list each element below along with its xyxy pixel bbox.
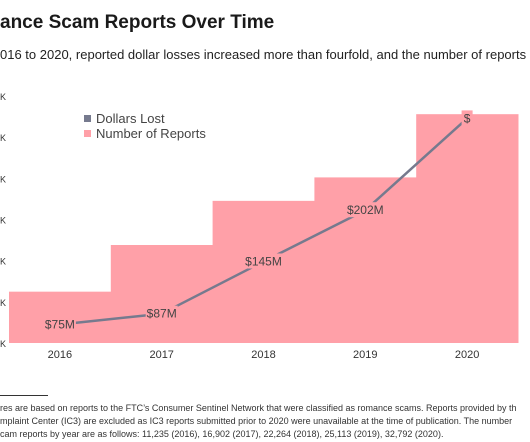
data-label-2019: $202M <box>347 203 384 217</box>
y-tick-label: K <box>0 133 6 143</box>
y-tick-label: K <box>0 298 6 308</box>
x-tick-label-2018: 2018 <box>251 349 275 361</box>
reports-step-2017 <box>110 245 214 343</box>
chart-subtitle: 016 to 2020, reported dollar losses incr… <box>0 47 530 62</box>
y-tick-label: K <box>0 92 6 102</box>
data-label-bg-2016 <box>43 316 76 332</box>
footnote-divider <box>0 395 48 396</box>
legend-label-1: Number of Reports <box>96 126 206 141</box>
y-tick-label: K <box>0 257 6 267</box>
x-tick-label-2020: 2020 <box>455 349 479 361</box>
legend-swatch-1 <box>84 130 91 137</box>
chart-canvas: $75M $87M $145M $202M $ 2016 2017 2018 2019 2020… <box>0 92 519 361</box>
y-tick-label: K <box>0 174 6 184</box>
chart-title: ance Scam Reports Over Time <box>0 12 275 33</box>
y-tick-label: K <box>0 339 6 349</box>
legend-swatch-0 <box>84 115 91 122</box>
x-tick-label-2017: 2017 <box>149 349 173 361</box>
footnote: res are based on reports to the FTC’s Co… <box>0 402 530 441</box>
footnote-line: cam reports by year are as follows: 11,2… <box>0 429 444 439</box>
legend-label-0: Dollars Lost <box>96 111 165 126</box>
data-label-2020: $ <box>464 111 471 125</box>
data-label-bg-2017 <box>145 305 178 321</box>
data-label-2017: $87M <box>147 307 177 321</box>
footnote-line: res are based on reports to the FTC’s Co… <box>0 403 517 413</box>
reports-step-2018 <box>212 200 315 343</box>
data-label-bg-2020 <box>461 110 473 126</box>
x-tick-label-2016: 2016 <box>48 349 72 361</box>
axis-layer: 2016 2017 2018 2019 2020 K K K K K K K <box>0 92 479 361</box>
footnote-line: mplaint Center (IC3) are excluded as IC3… <box>0 416 513 426</box>
data-label-layer: $75M $87M $145M $202M $ <box>43 110 473 332</box>
data-label-2018: $145M <box>245 255 282 269</box>
y-tick-label: K <box>0 216 6 226</box>
data-label-bg-2018 <box>244 253 283 269</box>
reports-area-layer <box>9 114 519 343</box>
x-tick-label-2019: 2019 <box>353 349 377 361</box>
data-label-2016: $75M <box>45 318 75 332</box>
reports-step-2020 <box>416 114 519 343</box>
data-label-bg-2019 <box>345 202 385 218</box>
